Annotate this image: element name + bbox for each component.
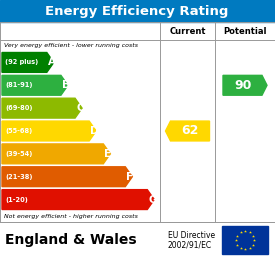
Text: (39-54): (39-54) — [5, 151, 32, 157]
Polygon shape — [2, 167, 132, 187]
Polygon shape — [2, 121, 96, 141]
Bar — [0, 22, 275, 222]
Polygon shape — [2, 144, 110, 164]
Text: Potential: Potential — [223, 27, 267, 36]
Text: B: B — [62, 80, 70, 90]
Text: 2002/91/EC: 2002/91/EC — [168, 240, 212, 249]
Polygon shape — [223, 75, 267, 95]
Text: F: F — [126, 172, 133, 182]
Text: EU Directive: EU Directive — [168, 231, 215, 240]
Text: Not energy efficient - higher running costs: Not energy efficient - higher running co… — [4, 214, 138, 219]
Text: D: D — [90, 126, 99, 136]
Text: Very energy efficient - lower running costs: Very energy efficient - lower running co… — [4, 43, 138, 48]
Text: (92 plus): (92 plus) — [5, 59, 38, 66]
Polygon shape — [2, 52, 54, 72]
Text: (81-91): (81-91) — [5, 82, 32, 88]
Text: E: E — [104, 149, 111, 159]
Text: 62: 62 — [181, 125, 198, 138]
Text: C: C — [76, 103, 84, 113]
Text: (55-68): (55-68) — [5, 128, 32, 134]
Text: (69-80): (69-80) — [5, 105, 32, 111]
Text: (1-20): (1-20) — [5, 197, 28, 203]
Text: Energy Efficiency Rating: Energy Efficiency Rating — [45, 4, 229, 18]
Polygon shape — [166, 121, 210, 141]
Text: 90: 90 — [234, 79, 252, 92]
Text: A: A — [48, 58, 56, 67]
Text: (21-38): (21-38) — [5, 174, 32, 180]
Polygon shape — [2, 75, 68, 95]
Bar — [0, 0, 275, 22]
Text: England & Wales: England & Wales — [5, 233, 137, 247]
Text: Current: Current — [169, 27, 206, 36]
Text: G: G — [148, 195, 157, 205]
Bar — [222, 226, 268, 254]
Bar — [0, 22, 275, 222]
Polygon shape — [2, 98, 82, 118]
Bar — [0, 222, 275, 258]
Polygon shape — [2, 190, 154, 209]
